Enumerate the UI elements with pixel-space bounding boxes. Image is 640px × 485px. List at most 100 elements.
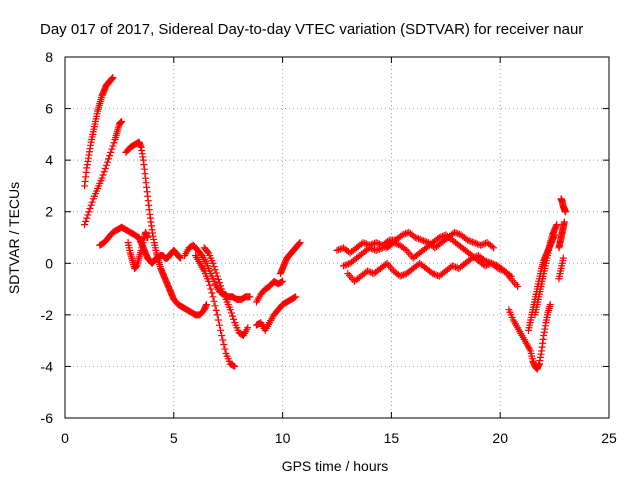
data-point <box>401 245 409 253</box>
series-track-6 <box>181 241 254 303</box>
data-point <box>214 316 222 324</box>
y-tick-label: -2 <box>41 307 54 323</box>
data-point <box>450 263 458 271</box>
data-point <box>494 264 502 272</box>
series-track-15 <box>383 231 515 280</box>
data-point <box>335 246 343 254</box>
data-point <box>176 254 184 262</box>
data-point <box>421 237 429 245</box>
y-tick-label: 0 <box>45 255 53 271</box>
data-point <box>365 268 373 276</box>
y-tick-label: 2 <box>45 204 53 220</box>
data-point <box>374 246 382 254</box>
data-point <box>340 262 348 270</box>
data-point <box>560 218 568 226</box>
y-tick-label: 4 <box>45 152 53 168</box>
data-point <box>451 228 459 236</box>
data-point <box>391 239 399 247</box>
data-point <box>100 168 108 176</box>
data-point <box>230 315 238 323</box>
data-point <box>396 272 404 280</box>
data-point <box>212 306 220 314</box>
series-track-1 <box>81 74 117 190</box>
data-point <box>341 261 349 269</box>
data-point <box>229 312 237 320</box>
series-track-11 <box>276 239 304 278</box>
data-point <box>559 254 567 262</box>
data-point <box>105 155 113 163</box>
data-point <box>415 235 423 243</box>
data-point <box>398 272 406 280</box>
data-point <box>246 293 254 301</box>
data-point <box>546 301 554 309</box>
data-point <box>87 201 95 209</box>
data-point <box>393 240 401 248</box>
data-point <box>338 244 346 252</box>
data-point <box>381 261 389 269</box>
data-point <box>367 244 375 252</box>
data-point <box>221 345 229 353</box>
data-point <box>452 229 460 237</box>
y-tick-label: 8 <box>45 49 53 65</box>
data-point <box>109 142 117 150</box>
x-tick-label: 10 <box>275 430 291 446</box>
data-point <box>496 265 504 273</box>
data-point <box>369 245 377 253</box>
x-axis-label: GPS time / hours <box>282 458 389 474</box>
data-point <box>219 336 227 344</box>
series-track-10 <box>252 293 300 334</box>
data-point <box>86 204 94 212</box>
data-point <box>230 362 238 370</box>
data-point <box>440 232 448 240</box>
data-point <box>81 221 89 229</box>
data-point <box>208 289 216 297</box>
series-track-14 <box>344 252 522 290</box>
data-point <box>292 293 300 301</box>
data-point <box>215 279 223 287</box>
data-point <box>213 311 221 319</box>
data-point <box>218 331 226 339</box>
tick-layer: 0 5 10 15 20 25 -6 -4 -2 0 2 4 6 8 <box>41 49 617 446</box>
series-track-21 <box>555 254 567 283</box>
data-point <box>361 239 369 247</box>
data-point <box>505 271 513 279</box>
data-point <box>473 240 481 248</box>
series-track-16 <box>505 301 554 373</box>
data-point <box>210 297 218 305</box>
data-point <box>99 171 107 179</box>
x-tick-label: 0 <box>61 430 69 446</box>
data-point <box>210 263 218 271</box>
data-point <box>430 270 438 278</box>
data-point <box>118 117 126 125</box>
data-point <box>217 326 225 334</box>
data-point <box>398 231 406 239</box>
series-track-9 <box>252 277 287 306</box>
data-point <box>213 272 221 280</box>
data-point <box>109 74 117 82</box>
data-point <box>82 217 90 225</box>
data-point <box>359 239 367 247</box>
data-point <box>416 235 424 243</box>
data-point <box>481 262 489 270</box>
data-point <box>211 302 219 310</box>
data-point <box>296 239 304 247</box>
series-track-2 <box>81 117 126 229</box>
data-point <box>375 245 383 253</box>
data-point <box>470 239 478 247</box>
series-track-18 <box>531 221 561 319</box>
data-point <box>278 278 286 286</box>
data-point <box>85 208 93 216</box>
data-point <box>403 229 411 237</box>
series-track-7 <box>192 252 239 370</box>
y-axis-label: SDTVAR / TECUs <box>6 182 22 294</box>
data-point <box>108 145 116 153</box>
data-layer <box>81 74 569 373</box>
grid-layer <box>65 57 609 418</box>
y-tick-label: -6 <box>41 410 54 426</box>
series-track-5 <box>124 228 152 272</box>
data-point <box>363 267 371 275</box>
data-point <box>465 237 473 245</box>
data-point <box>472 239 480 247</box>
